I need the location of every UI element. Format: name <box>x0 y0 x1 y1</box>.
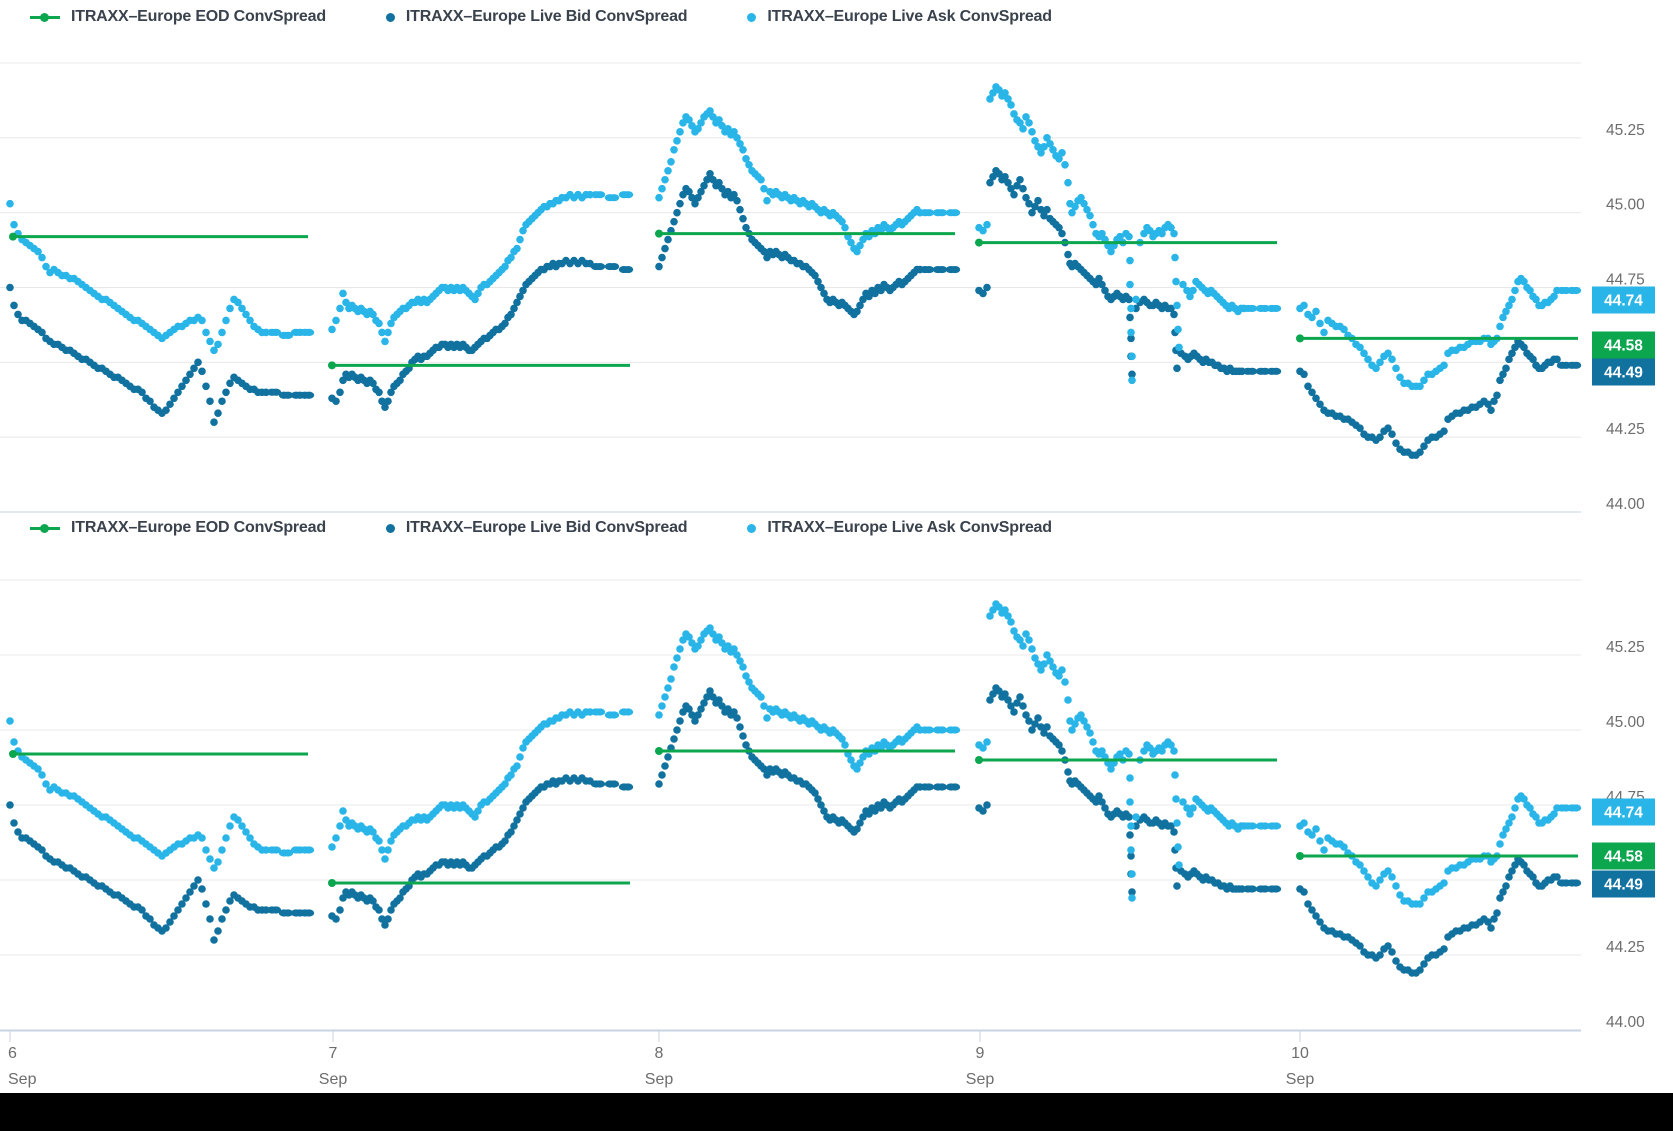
eod-series <box>9 229 1578 370</box>
eod-line-marker-icon <box>30 12 60 22</box>
axis-label: 10 <box>1291 1045 1309 1062</box>
axis-label: Sep <box>966 1071 995 1088</box>
axis-label: Sep <box>319 1071 348 1088</box>
legend-item-ask[interactable]: ITRAXX–Europe Live Ask ConvSpread <box>747 519 1052 537</box>
axis-label: Sep <box>1286 1071 1315 1088</box>
axis-label: 44.25 <box>1606 939 1645 956</box>
bottom-black-bar <box>0 1093 1673 1131</box>
badge-ask <box>1592 798 1655 826</box>
badge-eod <box>1592 842 1655 870</box>
badge-ask <box>1592 286 1655 314</box>
legend-item-bid[interactable]: ITRAXX–Europe Live Bid ConvSpread <box>385 519 688 537</box>
ask-series <box>6 83 1582 391</box>
axis-label: 45.25 <box>1606 122 1645 139</box>
eod-series <box>9 747 1578 887</box>
legend-item-bid[interactable]: ITRAXX–Europe Live Bid ConvSpread <box>385 8 688 26</box>
axis-label: 45.25 <box>1606 639 1645 656</box>
axis-label: Sep <box>8 1071 37 1088</box>
legend-bottom: ITRAXX–Europe EOD ConvSpread ITRAXX–Euro… <box>30 515 1052 541</box>
legend-item-ask[interactable]: ITRAXX–Europe Live Ask ConvSpread <box>747 8 1052 26</box>
legend-item-eod[interactable]: ITRAXX–Europe EOD ConvSpread <box>30 519 326 537</box>
ask-dot-marker-icon <box>747 12 757 22</box>
axis-label: 45.00 <box>1606 197 1645 214</box>
axis-label: 44.58 <box>1604 849 1643 866</box>
legend-item-eod[interactable]: ITRAXX–Europe EOD ConvSpread <box>30 8 326 26</box>
badge-bid <box>1592 358 1655 386</box>
axis-label: 44.00 <box>1606 496 1645 513</box>
legend-label-ask: ITRAXX–Europe Live Ask ConvSpread <box>767 8 1052 25</box>
bid-dot-marker-icon <box>385 523 395 533</box>
axis-label: 44.58 <box>1604 338 1643 355</box>
bid-series <box>6 684 1582 977</box>
price-badges: 44.74 44.58 44.49 <box>1592 798 1655 898</box>
axis-label: 9 <box>976 1045 985 1062</box>
axis-label: 44.25 <box>1606 421 1645 438</box>
axis-label: 7 <box>329 1045 338 1062</box>
axis-label: 44.75 <box>1606 272 1645 289</box>
axis-label: 44.49 <box>1604 877 1643 894</box>
axis-label: Sep <box>645 1071 674 1088</box>
legend-label-bid: ITRAXX–Europe Live Bid ConvSpread <box>405 519 688 536</box>
ask-dot-marker-icon <box>747 523 757 533</box>
axis-label: 6 <box>8 1045 17 1062</box>
price-badges: 44.74 44.58 44.49 <box>1592 286 1655 386</box>
legend-top: ITRAXX–Europe EOD ConvSpread ITRAXX–Euro… <box>30 4 1052 30</box>
legend-label-ask: ITRAXX–Europe Live Ask ConvSpread <box>767 519 1052 536</box>
bid-dot-marker-icon <box>385 12 395 22</box>
eod-line-marker-icon <box>30 523 60 533</box>
x-axis: 6 Sep 7 Sep 8 Sep 9 Sep 10 Sep <box>0 1030 1581 1088</box>
axis-label: 44.00 <box>1606 1014 1645 1031</box>
legend-label-eod: ITRAXX–Europe EOD ConvSpread <box>71 519 326 536</box>
bid-series <box>6 166 1582 459</box>
ask-series <box>6 600 1582 908</box>
axis-label: 44.49 <box>1604 365 1643 382</box>
badge-eod <box>1592 331 1655 359</box>
legend-label-eod: ITRAXX–Europe EOD ConvSpread <box>71 8 326 25</box>
badge-bid <box>1592 870 1655 898</box>
axis-label: 44.74 <box>1604 293 1643 310</box>
axis-label: 45.00 <box>1606 714 1645 731</box>
axis-label: 44.74 <box>1604 805 1643 822</box>
chart-panel-bottom: 45.2545.0044.7544.2544.0044.7444.5844.49… <box>0 579 1655 1088</box>
legend-label-bid: ITRAXX–Europe Live Bid ConvSpread <box>405 8 688 25</box>
chart-panel-top: 45.25 45.00 44.75 44.25 44.00 44.74 44.58 44.49 <box>0 62 1655 513</box>
gridlines: 45.25 45.00 44.75 44.25 44.00 <box>0 62 1645 513</box>
axis-label: 8 <box>655 1045 664 1062</box>
